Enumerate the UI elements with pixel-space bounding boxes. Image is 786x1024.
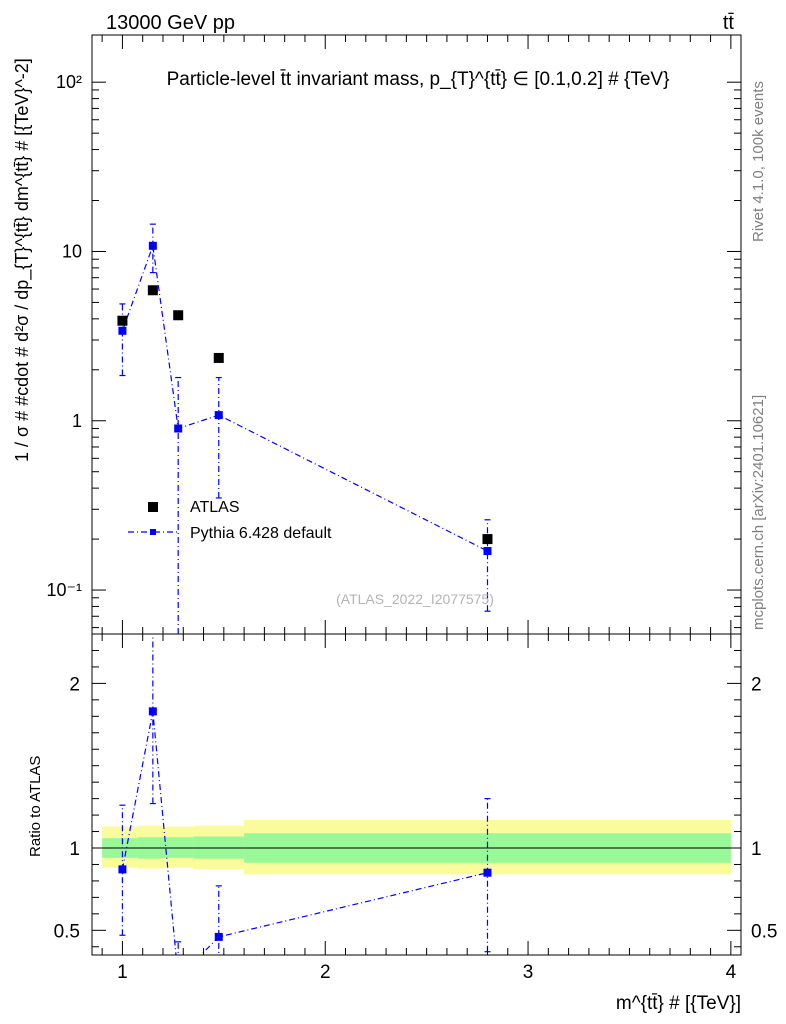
atlas-point <box>117 315 128 326</box>
ratio-y-tick-label: 0.5 <box>54 921 80 942</box>
main-y-axis-label: 1 / σ # #cdot # d²σ / dp_{T}^{tt̄} dm^{t… <box>12 58 33 462</box>
legend-atlas-marker <box>148 502 158 512</box>
legend-pythia-label: Pythia 6.428 default <box>190 525 332 542</box>
main-frame <box>91 34 742 635</box>
analysis-watermark: (ATLAS_2022_I2077575) <box>336 591 494 607</box>
pythia-point <box>148 241 157 250</box>
legend-pythia-marker <box>150 529 156 535</box>
x-axis-label: m^{tt̄} # [{TeV}] <box>616 993 741 1014</box>
ratio-y-tick-label-right: 2 <box>751 674 762 695</box>
main-y-tick-label: 10² <box>56 72 82 92</box>
ratio-frame <box>91 633 742 956</box>
ratio-pythia-point <box>214 932 223 941</box>
ratio-y-tick-label-right: 1 <box>751 839 762 860</box>
process-label: tt̄ <box>723 12 735 34</box>
pythia-point <box>214 411 223 420</box>
rivet-version-label: Rivet 4.1.0, 100k events <box>750 81 767 242</box>
ratio-pythia-point <box>483 868 492 877</box>
ratio-panel: 0.5 0.5 1 1 2 2 1 2 3 4 Ratio to ATLAS m^{tt̄} # … <box>27 633 777 1014</box>
mcplots-source-label: mcplots.cern.ch [arXiv:2401.10621] <box>750 395 767 630</box>
main-y-tick-label: 10⁻¹ <box>46 580 82 600</box>
ratio-pythia-point <box>148 707 157 716</box>
pythia-line <box>121 245 488 552</box>
pythia-point <box>118 326 127 335</box>
x-tick-label: 1 <box>117 962 128 983</box>
ratio-pythia-point <box>118 865 127 874</box>
main-y-tick-label: 10 <box>62 241 82 261</box>
main-y-tick-label: 1 <box>72 411 82 431</box>
main-panel: 10⁻¹ 1 10 10² Particle-level t̄t invariant … <box>12 34 742 635</box>
legend-atlas-label: ATLAS <box>190 499 240 516</box>
atlas-point <box>147 285 158 296</box>
atlas-point <box>213 352 224 363</box>
x-tick-label: 3 <box>523 962 534 983</box>
x-tick-label: 2 <box>320 962 331 983</box>
ratio-y-tick-label-right: 0.5 <box>751 921 777 942</box>
atlas-point <box>482 534 493 545</box>
main-title: Particle-level t̄t invariant mass, p_{T}… <box>167 69 670 90</box>
x-tick-label: 4 <box>726 962 737 983</box>
collision-label: 13000 GeV pp <box>106 12 235 34</box>
ratio-y-axis-label: Ratio to ATLAS <box>27 756 44 857</box>
atlas-point <box>173 310 184 321</box>
ratio-y-tick-label: 2 <box>69 674 80 695</box>
pythia-point <box>483 547 492 556</box>
legend: ATLAS Pythia 6.428 default <box>128 499 332 542</box>
ratio-pythia-line <box>121 711 488 955</box>
ratio-y-tick-label: 1 <box>69 839 80 860</box>
pythia-point <box>174 424 183 433</box>
